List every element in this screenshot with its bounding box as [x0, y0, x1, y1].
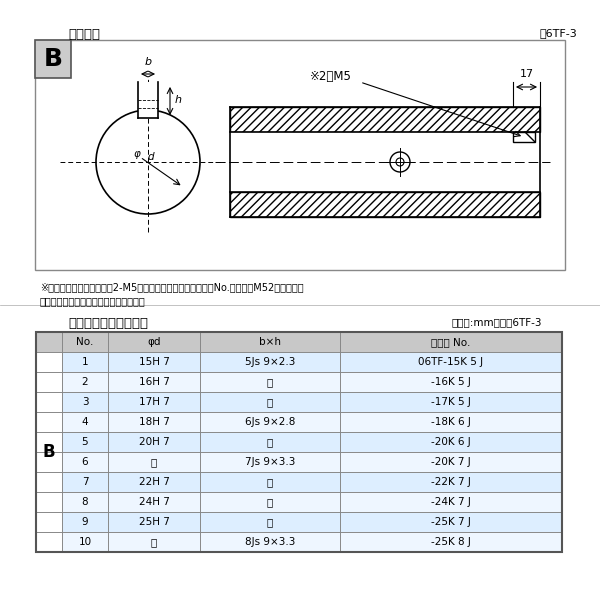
Text: 図6TF-3: 図6TF-3	[540, 28, 578, 38]
Bar	[36, 332, 562, 352]
Bar	[62, 352, 562, 372]
Bar	[138, 82, 158, 118]
Text: 〃: 〃	[151, 537, 157, 547]
Text: b×h: b×h	[259, 337, 281, 347]
Text: コード No.: コード No.	[431, 337, 470, 347]
Text: -22K 7 J: -22K 7 J	[431, 477, 471, 487]
Bar	[62, 432, 562, 452]
Text: 4: 4	[82, 417, 88, 427]
Text: 軸穴形状: 軸穴形状	[68, 28, 100, 41]
Text: 8Js 9×3.3: 8Js 9×3.3	[245, 537, 295, 547]
Text: 〃: 〃	[267, 477, 273, 487]
Text: 9: 9	[82, 517, 88, 527]
Bar	[62, 472, 562, 492]
Bar	[230, 107, 540, 132]
Text: 8: 8	[82, 497, 88, 507]
Bar	[36, 332, 562, 552]
Text: 06TF-15K 5 J: 06TF-15K 5 J	[418, 357, 484, 367]
Bar	[35, 40, 71, 78]
Text: b: b	[145, 57, 152, 67]
Text: 3: 3	[82, 397, 88, 407]
Text: 〃: 〃	[151, 457, 157, 467]
Text: 6: 6	[82, 457, 88, 467]
Text: 〃: 〃	[267, 497, 273, 507]
Bar	[35, 40, 565, 270]
Text: -17K 5 J: -17K 5 J	[431, 397, 471, 407]
Text: 10: 10	[79, 537, 92, 547]
Text: -18K 6 J: -18K 6 J	[431, 417, 471, 427]
Text: No.: No.	[76, 337, 94, 347]
Text: 17H 7: 17H 7	[139, 397, 169, 407]
Circle shape	[390, 152, 410, 172]
Text: 〃: 〃	[267, 397, 273, 407]
Circle shape	[96, 110, 200, 214]
Text: 15H 7: 15H 7	[139, 357, 169, 367]
Bar	[62, 372, 562, 392]
Circle shape	[396, 158, 404, 166]
Text: ※セットボルト用タップ（2-M5）が必要な場合は右記コードNo.の末尾にM52を付ける。: ※セットボルト用タップ（2-M5）が必要な場合は右記コードNo.の末尾にM52を…	[40, 282, 304, 292]
Text: 16H 7: 16H 7	[139, 377, 169, 387]
Text: 7Js 9×3.3: 7Js 9×3.3	[245, 457, 295, 467]
Bar	[230, 192, 540, 217]
Text: 5: 5	[82, 437, 88, 447]
Text: （単位:mm）　表6TF-3: （単位:mm） 表6TF-3	[452, 317, 542, 327]
Bar	[62, 452, 562, 472]
Text: （セットボルトは付属されています。）: （セットボルトは付属されています。）	[40, 296, 146, 306]
Text: -24K 7 J: -24K 7 J	[431, 497, 471, 507]
Bar	[62, 412, 562, 432]
Text: 24H 7: 24H 7	[139, 497, 169, 507]
Text: 5Js 9×2.3: 5Js 9×2.3	[245, 357, 295, 367]
Text: φ: φ	[133, 149, 140, 159]
Text: -25K 7 J: -25K 7 J	[431, 517, 471, 527]
Text: 〃: 〃	[267, 377, 273, 387]
Bar	[62, 532, 562, 552]
Text: φd: φd	[147, 337, 161, 347]
Text: -20K 6 J: -20K 6 J	[431, 437, 471, 447]
Bar	[513, 132, 535, 142]
Text: -25K 8 J: -25K 8 J	[431, 537, 471, 547]
Text: 17: 17	[520, 69, 533, 79]
Text: -16K 5 J: -16K 5 J	[431, 377, 471, 387]
Bar	[230, 132, 540, 192]
Text: 18H 7: 18H 7	[139, 417, 169, 427]
Bar	[62, 512, 562, 532]
Text: 7: 7	[82, 477, 88, 487]
Text: 22H 7: 22H 7	[139, 477, 169, 487]
Text: 〃: 〃	[267, 437, 273, 447]
Text: 1: 1	[82, 357, 88, 367]
Text: 25H 7: 25H 7	[139, 517, 169, 527]
Text: 2: 2	[82, 377, 88, 387]
Text: B: B	[44, 47, 62, 71]
Text: 6Js 9×2.8: 6Js 9×2.8	[245, 417, 295, 427]
Text: h: h	[175, 95, 182, 105]
Text: 軸穴形状コード一覧表: 軸穴形状コード一覧表	[68, 317, 148, 330]
Text: d: d	[148, 152, 155, 162]
Bar	[62, 392, 562, 412]
Text: B: B	[43, 443, 55, 461]
Text: 20H 7: 20H 7	[139, 437, 169, 447]
Text: -20K 7 J: -20K 7 J	[431, 457, 471, 467]
Text: ※2－M5: ※2－M5	[310, 70, 352, 83]
Text: 〃: 〃	[267, 517, 273, 527]
Bar	[62, 492, 562, 512]
